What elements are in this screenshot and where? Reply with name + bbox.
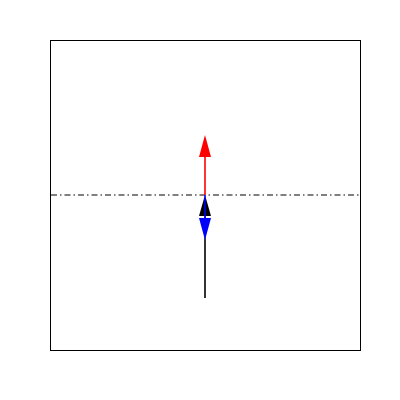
plot-frame xyxy=(50,40,361,351)
downward-vector xyxy=(199,195,211,240)
upward-vector xyxy=(199,135,211,195)
upward-vector-head xyxy=(199,135,211,157)
downward-vector-head xyxy=(199,218,211,240)
